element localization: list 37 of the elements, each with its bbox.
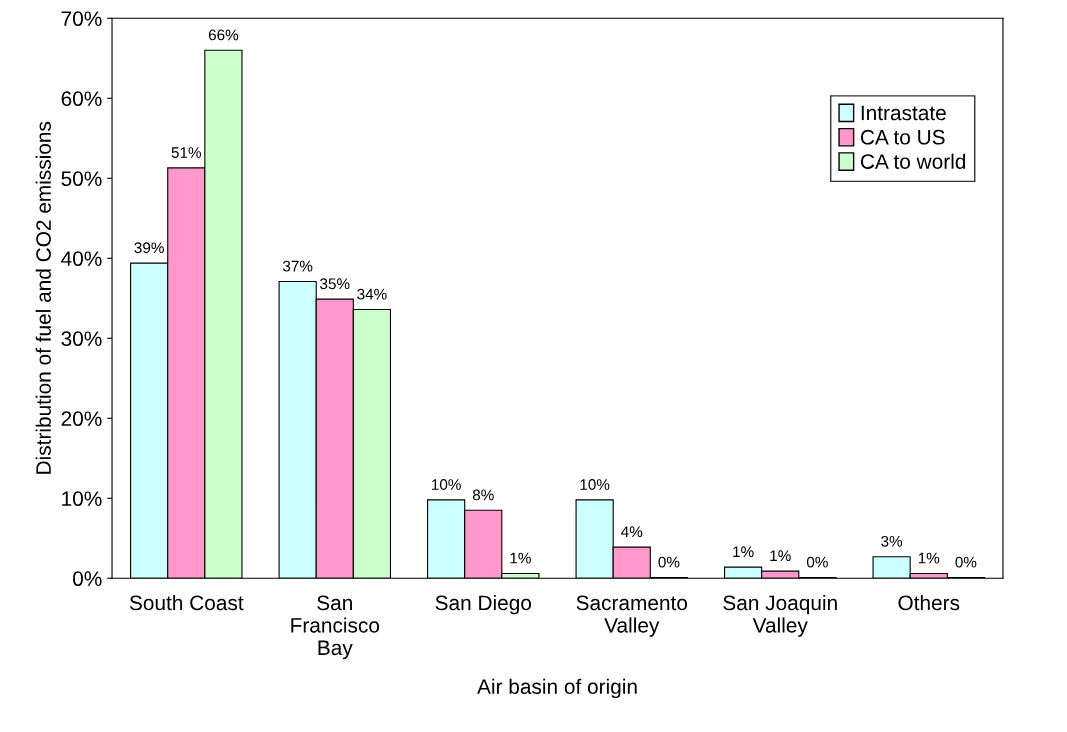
data-label: 51% <box>171 147 202 158</box>
data-label: 1% <box>510 552 531 564</box>
data-label: 66% <box>208 29 239 41</box>
y-tick-label: 50% <box>61 171 102 187</box>
data-label: 34% <box>357 288 387 300</box>
y-tick-label: 0% <box>73 571 102 587</box>
y-tick-label: 70% <box>61 11 102 27</box>
x-axis-title: Air basin of origin <box>477 678 637 699</box>
legend-label: CA to world <box>860 153 966 169</box>
data-label: 1% <box>918 552 940 564</box>
x-tick-label: Sacramento Valley <box>576 595 688 637</box>
legend-label: CA to US <box>860 129 945 145</box>
x-tick-label: San Diego <box>435 594 532 615</box>
data-label: 10% <box>580 479 610 490</box>
data-label: 8% <box>472 489 494 501</box>
x-tick-label: San Joaquin Valley <box>723 594 837 637</box>
data-label: 35% <box>320 278 350 290</box>
y-axis-title: Distribution of fuel and CO2 emissions <box>35 121 51 474</box>
y-tick-label: 10% <box>62 491 102 507</box>
data-label: 0% <box>658 556 680 568</box>
data-label: 0% <box>955 556 977 568</box>
data-label: 3% <box>881 535 903 547</box>
x-tick-label: South Coast <box>129 594 244 611</box>
legend-label: Intrastate <box>861 105 946 121</box>
data-label: 1% <box>733 546 754 558</box>
data-label: 37% <box>282 260 313 272</box>
data-label: 1% <box>770 550 791 562</box>
x-tick-label: San Francisco Bay <box>291 595 380 660</box>
data-label: 4% <box>621 526 643 538</box>
data-label: 0% <box>806 556 828 568</box>
x-tick-label: Others <box>898 594 960 611</box>
y-tick-label: 60% <box>61 91 102 107</box>
y-tick-label: 20% <box>61 411 102 427</box>
y-tick-label: 30% <box>61 331 102 347</box>
data-label: 39% <box>134 242 164 254</box>
data-label: 10% <box>432 479 461 490</box>
y-tick-label: 40% <box>61 251 102 267</box>
